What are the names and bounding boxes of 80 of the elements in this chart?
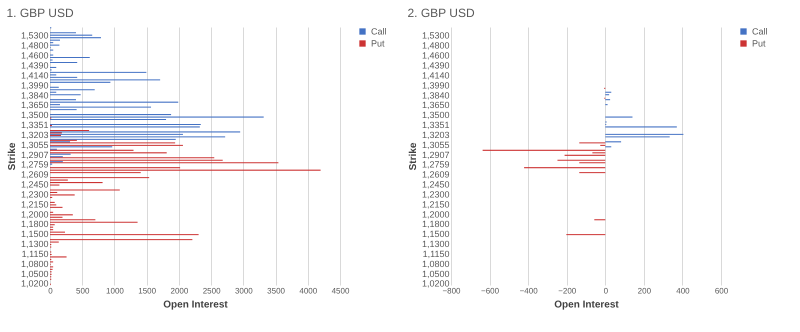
y-tick-label: 1,2150 — [20, 199, 48, 210]
y-tick-label: 1,0200 — [20, 278, 48, 289]
y-tick-label: 1,2450 — [422, 180, 450, 190]
x-tick-label: 0 — [604, 286, 609, 296]
y-axis-title: Strike — [6, 142, 18, 170]
y-tick-label: 1,3990 — [422, 80, 450, 90]
y-tick-label: 1,0500 — [20, 268, 48, 279]
x-tick-label: 3500 — [267, 286, 286, 296]
y-tick-label: 1,3650 — [20, 100, 48, 110]
x-tick-label: 3000 — [234, 286, 254, 296]
y-tick-label: 1,3990 — [20, 80, 48, 90]
y-tick-label: 1,3203 — [422, 130, 450, 140]
y-tick-label: 1,4600 — [422, 50, 450, 61]
y-tick-label: 1,0800 — [20, 258, 48, 269]
y-tick-label: 1,4140 — [20, 70, 48, 80]
x-tick-label: 2000 — [170, 286, 189, 296]
y-tick-label: 1,3500 — [20, 110, 48, 120]
y-tick-label: 1,2759 — [20, 160, 48, 170]
y-tick-label: 1,4600 — [20, 50, 48, 61]
y-tick-label: 1,1300 — [20, 239, 48, 250]
y-tick-label: 1,1300 — [422, 239, 450, 250]
y-tick-label: 1,3500 — [422, 110, 450, 120]
y-tick-label: 1,1500 — [422, 229, 450, 240]
x-tick-label: 200 — [638, 286, 652, 296]
y-tick-label: 1,0800 — [422, 258, 450, 269]
y-tick-label: 1,3650 — [422, 100, 450, 110]
y-tick-label: 1,5300 — [20, 30, 48, 41]
legend-label: Put — [371, 38, 386, 48]
y-tick-label: 1,3351 — [422, 120, 450, 130]
y-tick-label: 1,0500 — [422, 268, 450, 279]
y-tick-label: 1,3840 — [20, 90, 48, 100]
legend-label: Call — [752, 26, 768, 36]
y-tick-label: 1,4140 — [422, 70, 450, 80]
legend-label: Call — [371, 26, 387, 36]
y-tick-label: 1,3351 — [20, 120, 48, 130]
y-tick-label: 1,3055 — [422, 140, 450, 150]
x-axis-title: Open Interest — [163, 300, 228, 310]
y-tick-label: 1,2150 — [422, 199, 450, 210]
y-tick-label: 1,2609 — [20, 170, 48, 180]
y-tick-label: 1,2300 — [20, 189, 48, 200]
y-tick-label: 1,2759 — [422, 160, 450, 170]
x-tick-label: 500 — [76, 286, 90, 296]
y-tick-label: 1,4390 — [422, 60, 450, 70]
x-tick-label: −400 — [520, 286, 538, 296]
x-tick-label: −200 — [558, 286, 577, 296]
y-tick-label: 1,2450 — [20, 180, 48, 190]
x-tick-label: 4000 — [299, 286, 318, 296]
y-tick-label: 1,1800 — [20, 219, 48, 230]
y-tick-label: 1,2907 — [20, 150, 48, 160]
y-tick-label: 1,2300 — [422, 189, 450, 200]
y-axis-title: Strike — [408, 142, 419, 170]
chart-title: 1. GBP USD — [6, 6, 74, 20]
legend-label: Put — [752, 38, 766, 48]
y-tick-label: 1,1150 — [22, 248, 48, 259]
y-tick-label: 1,1500 — [20, 229, 48, 240]
y-tick-label: 1,2907 — [422, 150, 450, 160]
x-tick-label: 4500 — [332, 286, 350, 296]
y-tick-label: 1,1150 — [422, 248, 450, 259]
y-tick-label: 1,4390 — [20, 60, 48, 70]
y-tick-label: 1,0200 — [422, 278, 450, 289]
y-tick-label: 1,2000 — [20, 209, 48, 220]
chart-title: 2. GBP USD — [407, 6, 475, 20]
y-tick-label: 1,3840 — [422, 90, 450, 100]
y-tick-label: 1,3203 — [20, 130, 48, 140]
x-tick-label: −600 — [481, 286, 500, 296]
y-tick-label: 1,2000 — [422, 209, 450, 220]
y-tick-label: 1,1800 — [422, 219, 450, 230]
y-tick-label: 1,2609 — [422, 170, 450, 180]
x-tick-label: 600 — [714, 286, 729, 296]
y-tick-label: 1,4800 — [422, 40, 450, 51]
x-tick-label: 1500 — [138, 286, 157, 296]
y-tick-label: 1,4800 — [20, 40, 48, 51]
x-tick-label: 2500 — [202, 286, 222, 296]
x-tick-label: 0 — [48, 286, 54, 296]
y-tick-label: 1,5300 — [422, 30, 450, 41]
x-axis-title: Open Interest — [554, 300, 620, 310]
y-tick-label: 1,3055 — [20, 140, 48, 150]
x-tick-label: 400 — [676, 286, 690, 296]
x-tick-label: 1000 — [106, 286, 124, 296]
x-tick-label: −800 — [442, 286, 462, 296]
